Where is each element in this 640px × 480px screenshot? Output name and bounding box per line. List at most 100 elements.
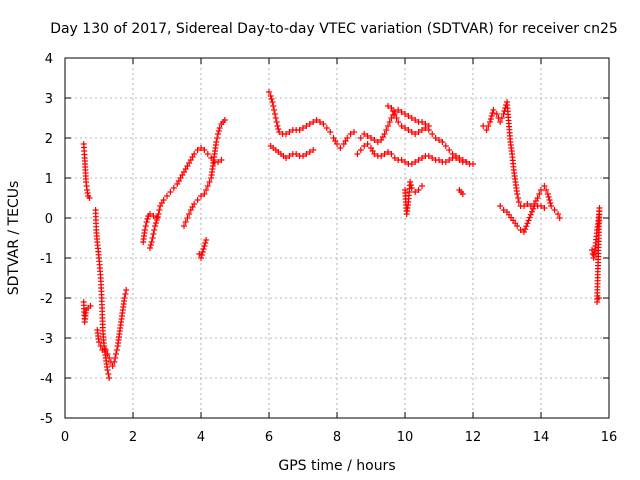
data-point: [446, 147, 453, 153]
x-tick-label: 12: [465, 430, 482, 445]
data-point: [286, 153, 293, 159]
data-point: [391, 155, 398, 161]
data-point: [164, 193, 170, 199]
data-point: [150, 231, 157, 237]
data-point: [186, 211, 193, 217]
data-point: [104, 351, 111, 357]
data-point: [515, 195, 522, 201]
data-point: [538, 187, 544, 193]
data-point: [594, 299, 601, 305]
data-point: [123, 287, 130, 293]
data-point: [371, 151, 378, 157]
data-point: [541, 205, 548, 211]
data-point: [385, 149, 391, 155]
data-points: [80, 89, 603, 381]
y-tick-label: 2: [45, 132, 53, 147]
data-point: [296, 127, 303, 133]
data-point: [521, 229, 527, 235]
data-point: [459, 191, 466, 197]
data-point: [419, 119, 425, 125]
data-point: [524, 220, 531, 227]
data-point: [198, 193, 204, 199]
data-point: [148, 239, 155, 245]
y-tick-label: 3: [45, 92, 53, 107]
data-point: [415, 129, 422, 135]
data-point: [436, 137, 442, 143]
data-point: [275, 126, 282, 132]
data-point: [142, 223, 149, 229]
data-point: [198, 255, 204, 261]
data-point: [463, 159, 470, 165]
data-point: [412, 131, 419, 137]
data-point: [527, 211, 534, 218]
data-point: [555, 211, 561, 217]
data-point: [147, 245, 153, 251]
data-point: [556, 215, 563, 221]
data-point: [156, 207, 163, 213]
data-point: [412, 189, 419, 195]
data-point: [122, 291, 129, 297]
data-point: [453, 153, 459, 159]
data-point: [154, 214, 161, 220]
data-point: [442, 143, 449, 149]
data-point: [526, 214, 533, 221]
data-point: [320, 121, 327, 127]
y-tick-label: 1: [45, 172, 53, 187]
data-point: [500, 207, 507, 213]
data-point: [306, 121, 313, 127]
data-point: [113, 351, 119, 357]
data-point: [141, 227, 148, 233]
data-point: [147, 211, 153, 217]
data-point: [182, 219, 189, 225]
data-point: [487, 116, 494, 122]
data-point: [206, 179, 213, 185]
data-point: [204, 183, 211, 189]
data-point: [303, 151, 310, 157]
data-point: [184, 215, 191, 221]
data-point: [446, 157, 453, 163]
y-tick-label: 0: [45, 212, 53, 227]
data-point: [393, 115, 400, 121]
data-point: [398, 157, 405, 163]
data-point: [106, 375, 113, 381]
data-point: [528, 208, 535, 215]
data-point: [595, 295, 602, 301]
data-point: [429, 131, 436, 137]
data-point: [415, 157, 422, 163]
grid: [65, 58, 609, 418]
data-point: [383, 127, 390, 133]
x-tick-label: 0: [61, 430, 69, 445]
y-axis-label: SDTVAR / TECUs: [6, 181, 22, 296]
data-point: [286, 129, 293, 135]
data-point: [388, 151, 395, 157]
data-point: [395, 119, 402, 125]
data-point: [408, 161, 415, 167]
data-point: [497, 203, 504, 209]
data-point: [181, 223, 187, 229]
data-point: [271, 111, 278, 117]
data-point: [121, 295, 128, 301]
data-point: [155, 211, 162, 217]
data-point: [405, 113, 412, 119]
data-point: [276, 129, 283, 135]
data-point: [283, 131, 289, 137]
data-point: [97, 343, 104, 349]
data-point: [364, 133, 371, 139]
data-point: [544, 191, 551, 197]
data-point: [200, 246, 207, 252]
data-point: [547, 200, 554, 206]
x-tick-label: 6: [265, 430, 273, 445]
data-point: [517, 227, 524, 233]
data-point: [215, 159, 221, 165]
data-point: [402, 111, 408, 117]
data-point: [408, 129, 415, 135]
data-point: [106, 355, 113, 361]
data-point: [425, 153, 432, 159]
data-point: [198, 252, 205, 258]
data-point: [293, 151, 300, 157]
data-point: [412, 159, 419, 165]
data-point: [153, 217, 160, 223]
data-point: [86, 195, 93, 201]
data-point: [449, 151, 456, 157]
data-point: [194, 147, 201, 153]
